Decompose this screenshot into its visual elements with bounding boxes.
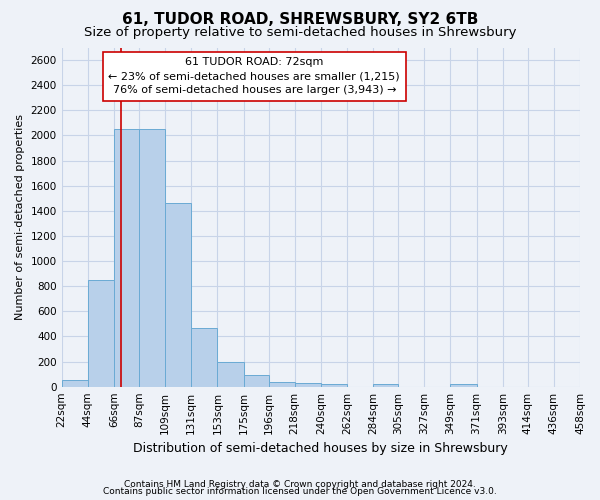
Bar — [165, 204, 191, 386]
Bar — [244, 374, 269, 386]
Text: Contains HM Land Registry data © Crown copyright and database right 2024.: Contains HM Land Registry data © Crown c… — [124, 480, 476, 489]
Bar — [295, 383, 321, 386]
Y-axis label: Number of semi-detached properties: Number of semi-detached properties — [15, 114, 25, 320]
Bar — [217, 362, 244, 386]
Bar — [139, 129, 165, 386]
X-axis label: Distribution of semi-detached houses by size in Shrewsbury: Distribution of semi-detached houses by … — [133, 442, 508, 455]
Bar — [88, 280, 114, 386]
Text: Size of property relative to semi-detached houses in Shrewsbury: Size of property relative to semi-detach… — [84, 26, 516, 39]
Text: 61 TUDOR ROAD: 72sqm
← 23% of semi-detached houses are smaller (1,215)
76% of se: 61 TUDOR ROAD: 72sqm ← 23% of semi-detac… — [109, 58, 400, 96]
Bar — [269, 382, 295, 386]
Bar — [321, 384, 347, 386]
Bar — [373, 384, 398, 386]
Bar — [191, 328, 217, 386]
Bar — [451, 384, 476, 386]
Bar — [62, 380, 88, 386]
Text: Contains public sector information licensed under the Open Government Licence v3: Contains public sector information licen… — [103, 487, 497, 496]
Text: 61, TUDOR ROAD, SHREWSBURY, SY2 6TB: 61, TUDOR ROAD, SHREWSBURY, SY2 6TB — [122, 12, 478, 28]
Bar — [114, 129, 139, 386]
